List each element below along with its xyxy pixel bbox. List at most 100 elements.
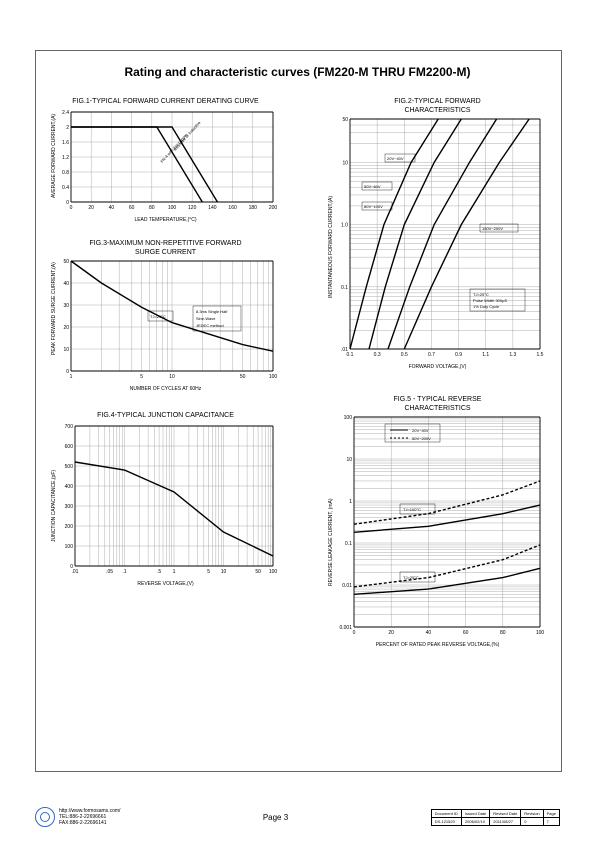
svg-text:100: 100 bbox=[536, 630, 545, 636]
svg-text:1: 1 bbox=[70, 374, 73, 380]
svg-text:150V~200V: 150V~200V bbox=[482, 226, 503, 231]
svg-text:50V~200V: 50V~200V bbox=[412, 436, 431, 441]
fig4-xlabel: REVERSE VOLTAGE,(V) bbox=[53, 581, 278, 587]
footer-page: Page 3 bbox=[263, 813, 288, 822]
svg-text:10: 10 bbox=[342, 160, 348, 166]
svg-text:20: 20 bbox=[88, 205, 94, 211]
svg-text:50: 50 bbox=[240, 374, 246, 380]
logo-icon bbox=[35, 807, 55, 827]
svg-text:0: 0 bbox=[353, 630, 356, 636]
svg-text:1: 1 bbox=[349, 499, 352, 505]
svg-text:30: 30 bbox=[63, 303, 69, 309]
fig4: FIG.4-TYPICAL JUNCTION CAPACITANCE JUNCT… bbox=[53, 412, 278, 587]
fig5-sub: CHARACTERISTICS bbox=[330, 405, 545, 412]
page-title: Rating and characteristic curves (FM220-… bbox=[35, 65, 560, 79]
svg-text:.01: .01 bbox=[341, 347, 348, 353]
fig5-ylabel: REVERSE LEAKAGE CURRENT, (mA) bbox=[328, 498, 334, 586]
svg-text:50: 50 bbox=[342, 117, 348, 123]
fig4-svg: .01.05.1.5151050100010020030040050060070… bbox=[53, 421, 278, 581]
fig2-sub: CHARACTERISTICS bbox=[330, 107, 545, 114]
svg-text:10: 10 bbox=[63, 347, 69, 353]
svg-text:Sine-Wave: Sine-Wave bbox=[196, 316, 216, 321]
svg-text:0.3: 0.3 bbox=[374, 352, 381, 358]
svg-text:200: 200 bbox=[269, 205, 278, 211]
svg-text:20: 20 bbox=[63, 325, 69, 331]
fig4-ylabel: JUNCTION CAPACITANCE,(pF) bbox=[51, 470, 57, 542]
svg-text:40: 40 bbox=[426, 630, 432, 636]
svg-text:.05: .05 bbox=[106, 569, 113, 575]
footer-fax: FAX:886-2-22696141 bbox=[59, 820, 120, 826]
svg-text:180: 180 bbox=[249, 205, 258, 211]
svg-text:40: 40 bbox=[109, 205, 115, 211]
svg-text:100: 100 bbox=[269, 374, 278, 380]
svg-text:100: 100 bbox=[65, 544, 74, 550]
fig3-title: FIG.3-MAXIMUM NON-REPETITIVE FORWARD bbox=[53, 240, 278, 247]
svg-text:1.1: 1.1 bbox=[482, 352, 489, 358]
svg-text:0.1: 0.1 bbox=[341, 285, 348, 291]
fig1-svg: 02040608010012014016018020000.40.81.21.6… bbox=[53, 107, 278, 217]
svg-text:0.9: 0.9 bbox=[455, 352, 462, 358]
svg-text:50: 50 bbox=[63, 259, 69, 265]
svg-text:0.7: 0.7 bbox=[428, 352, 435, 358]
svg-text:TJ=25°C: TJ=25°C bbox=[403, 575, 419, 580]
svg-text:5: 5 bbox=[207, 569, 210, 575]
svg-text:100: 100 bbox=[344, 415, 353, 421]
fig1-title: FIG.1-TYPICAL FORWARD CURRENT DERATING C… bbox=[53, 98, 278, 105]
svg-text:10: 10 bbox=[169, 374, 175, 380]
svg-text:5: 5 bbox=[140, 374, 143, 380]
svg-text:80: 80 bbox=[149, 205, 155, 211]
svg-text:0.1: 0.1 bbox=[345, 541, 352, 547]
fig2: FIG.2-TYPICAL FORWARD CHARACTERISTICS IN… bbox=[330, 98, 545, 370]
svg-text:200: 200 bbox=[65, 524, 74, 530]
svg-text:100: 100 bbox=[269, 569, 278, 575]
svg-text:.1: .1 bbox=[122, 569, 126, 575]
fig2-title: FIG.2-TYPICAL FORWARD bbox=[330, 98, 545, 105]
svg-text:120: 120 bbox=[188, 205, 197, 211]
fig3-sub: SURGE CURRENT bbox=[53, 249, 278, 256]
svg-text:2: 2 bbox=[66, 125, 69, 131]
svg-text:10: 10 bbox=[346, 457, 352, 463]
svg-text:40: 40 bbox=[63, 281, 69, 287]
svg-text:0.001: 0.001 bbox=[339, 625, 352, 631]
fig3: FIG.3-MAXIMUM NON-REPETITIVE FORWARD SUR… bbox=[53, 240, 278, 392]
svg-text:1.2: 1.2 bbox=[62, 155, 69, 161]
svg-text:400: 400 bbox=[65, 484, 74, 490]
svg-text:60: 60 bbox=[463, 630, 469, 636]
svg-text:80V~100V: 80V~100V bbox=[364, 204, 383, 209]
svg-text:2.4: 2.4 bbox=[62, 110, 69, 116]
doc-table: Document IDIssued DateRevised DateRevisi… bbox=[431, 809, 560, 826]
fig5-title: FIG.5 - TYPICAL REVERSE bbox=[330, 396, 545, 403]
fig5: FIG.5 - TYPICAL REVERSE CHARACTERISTICS … bbox=[330, 396, 545, 648]
footer: http://www.formosams.com/ TEL:886-2-2269… bbox=[35, 807, 560, 827]
svg-text:0.01: 0.01 bbox=[342, 583, 352, 589]
svg-text:20: 20 bbox=[388, 630, 394, 636]
svg-text:700: 700 bbox=[65, 424, 74, 430]
svg-text:Pulse Width 300μS: Pulse Width 300μS bbox=[473, 298, 507, 303]
svg-text:1.3: 1.3 bbox=[509, 352, 516, 358]
svg-text:8.3ms Single Half: 8.3ms Single Half bbox=[196, 309, 228, 314]
svg-text:80: 80 bbox=[500, 630, 506, 636]
svg-text:TJ=100°C: TJ=100°C bbox=[403, 507, 421, 512]
svg-text:600: 600 bbox=[65, 444, 74, 450]
svg-text:100: 100 bbox=[168, 205, 177, 211]
svg-text:1.6: 1.6 bbox=[62, 140, 69, 146]
svg-text:20V~40V: 20V~40V bbox=[387, 156, 404, 161]
fig3-svg: 15105010001020304050TJ=25°C8.3ms Single … bbox=[53, 256, 278, 386]
svg-text:1.0: 1.0 bbox=[341, 223, 348, 229]
svg-text:TJ=25°C: TJ=25°C bbox=[473, 292, 489, 297]
svg-text:500: 500 bbox=[65, 464, 74, 470]
svg-text:50V~60V: 50V~60V bbox=[364, 184, 381, 189]
svg-text:140: 140 bbox=[208, 205, 217, 211]
svg-text:0: 0 bbox=[70, 205, 73, 211]
svg-text:JEDEC method: JEDEC method bbox=[196, 323, 224, 328]
svg-text:0: 0 bbox=[70, 564, 73, 570]
svg-text:0.4: 0.4 bbox=[62, 185, 69, 191]
fig1-xlabel: LEAD TEMPERATURE,(°C) bbox=[53, 217, 278, 223]
svg-text:1: 1 bbox=[173, 569, 176, 575]
fig4-title: FIG.4-TYPICAL JUNCTION CAPACITANCE bbox=[53, 412, 278, 419]
svg-text:300: 300 bbox=[65, 504, 74, 510]
fig3-ylabel: PEAK FORWARD SURGE CURRENT,(A) bbox=[51, 262, 57, 355]
svg-text:160: 160 bbox=[228, 205, 237, 211]
svg-text:.5: .5 bbox=[157, 569, 161, 575]
fig3-xlabel: NUMBER OF CYCLES AT 60Hz bbox=[53, 386, 278, 392]
